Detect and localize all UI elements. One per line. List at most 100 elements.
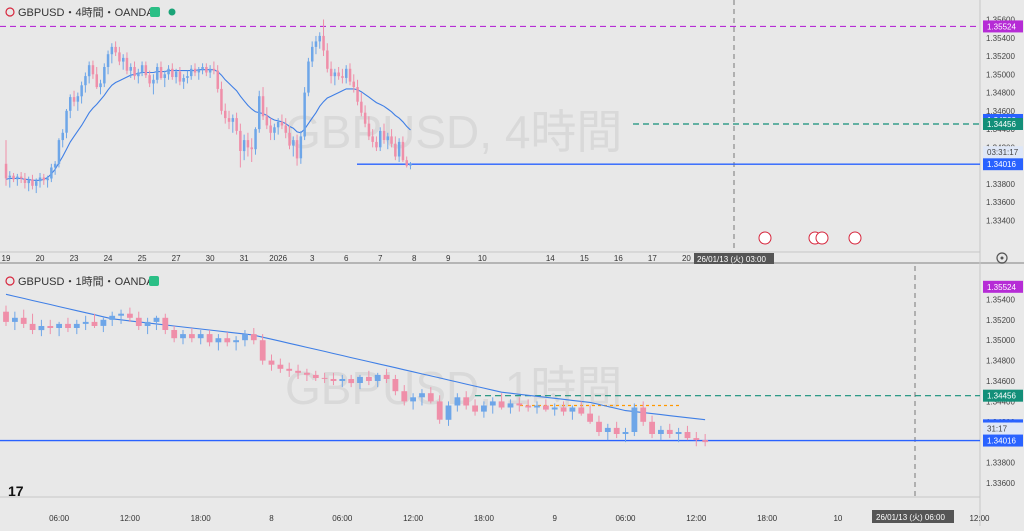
candle-body [675,432,682,434]
x-tick-label: 6 [344,254,349,263]
symbol-logo-icon [5,7,15,17]
candle-body [367,123,371,137]
bottom-pane[interactable] [0,266,980,496]
x-tick-label: 20 [682,254,691,263]
candle-body [397,141,401,157]
candle-body [208,68,212,73]
candle-body [578,407,585,414]
candle-body [259,340,266,361]
candle-body [312,374,319,378]
candle-body [3,311,9,322]
candle-body [445,405,452,420]
candle-body [693,438,700,441]
price-tag-box [983,158,1023,171]
price-tag-label: 1.35524 [987,283,1016,292]
candle-body [205,67,208,73]
y-tick-label: 1.35400 [986,295,1015,304]
candle-body [118,313,124,316]
candle-body [314,41,318,47]
flag-icon[interactable] [149,276,159,286]
candle-body [197,69,201,73]
candle-body [156,67,159,80]
settings-gear-icon[interactable] [996,252,1008,264]
candle-body [366,376,372,381]
candle-body [129,67,132,71]
moving-average-line [5,69,411,181]
candle-body [269,125,272,133]
top-plot: 1.35600 1.35400 1.35200 1.35000 1.34800 1.346… [0,15,1023,263]
economic-events[interactable] [758,231,862,245]
candle-body [110,46,114,55]
candle-body [543,405,549,410]
x-tick-label: 24 [104,254,113,263]
candle-body [258,96,261,130]
us-event-icon[interactable] [758,231,772,245]
candle-body [304,372,310,375]
candle-body [246,140,250,148]
candle-body [171,68,174,77]
candle-body [16,176,19,180]
candle-body [227,118,231,122]
candle-body [587,413,593,422]
top-title[interactable]: GBPUSD・4時間・OANDA [18,6,154,19]
flag-icon[interactable] [150,7,160,17]
candle-body [371,136,374,142]
candle-body [498,401,505,408]
candle-body [322,35,325,51]
candle-body [303,92,306,137]
candle-body [386,136,390,141]
candle-body [604,427,611,432]
candle-body [73,323,80,328]
candle-body [135,317,142,326]
candle-body [702,440,709,443]
candle-body [57,140,61,164]
candle-body [20,317,27,324]
candle-body [525,405,532,408]
candle-body [206,334,213,343]
candle-body [363,112,367,124]
price-tag-label: 1.34016 [987,437,1016,446]
tradingview-logo-icon[interactable]: 17 [8,483,24,499]
bottom-legend[interactable]: GBPUSD・1時間・OANDA [5,275,159,288]
candle-body [56,323,62,328]
candle-body [233,340,239,343]
candle-body [118,52,121,62]
candle-body [410,397,416,402]
top-pane[interactable] [0,0,980,252]
candle-body [392,379,399,392]
x-tick-label: 15 [580,254,589,263]
candle-body [299,136,303,159]
us-event-icon[interactable] [815,231,829,245]
candle-body [481,405,487,412]
candle-body [329,68,333,77]
candle-body [348,68,352,82]
candle-body [197,334,204,339]
candle-body [326,50,329,69]
top-legend[interactable]: GBPUSD・4時間・OANDA [5,6,176,19]
candle-body [109,315,116,320]
us-event-icon[interactable] [848,231,862,245]
y-tick-label: 1.35000 [986,336,1015,345]
x-tick-label: 23 [70,254,79,263]
x-tick-label: 20 [36,254,45,263]
bottom-crosshair-time-box [872,510,954,523]
candle-body [163,74,166,78]
candle-body [190,68,193,77]
x-tick-label: 10 [478,254,487,263]
candle-body [193,68,197,73]
x-tick-label: 9 [552,514,557,523]
candle-body [180,334,186,339]
candle-body [333,72,337,77]
bottom-title[interactable]: GBPUSD・1時間・OANDA [18,275,154,288]
x-tick-label: 16 [614,254,623,263]
price-tag-box [983,20,1023,33]
y-tick-label: 1.34600 [986,107,1015,116]
x-tick-label: 06:00 [49,514,70,523]
candle-body [99,83,102,88]
candle-body [360,101,363,113]
candle-body [189,334,195,339]
candle-body [507,403,514,408]
candle-body [613,427,620,434]
symbol-logo-icon [5,276,15,286]
